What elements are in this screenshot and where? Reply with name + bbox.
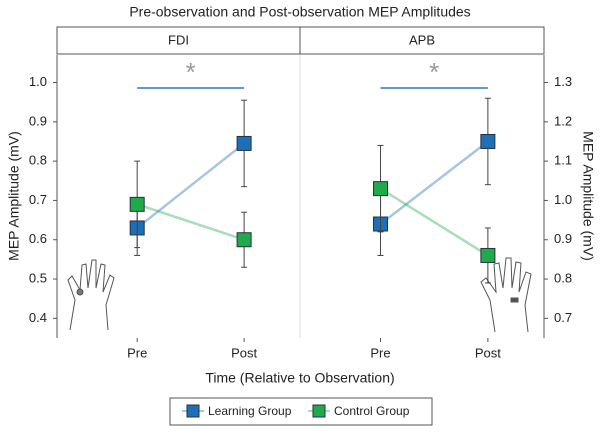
marker xyxy=(236,135,252,151)
y-tick-label: 0.4 xyxy=(29,310,47,325)
marker xyxy=(236,232,252,248)
panel-title: APB xyxy=(409,32,435,47)
marker xyxy=(129,196,145,212)
series-line xyxy=(136,142,245,229)
series-line xyxy=(379,140,489,226)
legend-marker xyxy=(312,404,326,418)
y2-tick-label: 0.8 xyxy=(554,270,572,285)
x-tick-label: Pre xyxy=(370,345,390,360)
legend-box xyxy=(169,397,433,426)
y2-tick-label: 1.0 xyxy=(554,192,572,207)
annotation: * xyxy=(429,57,439,87)
marker xyxy=(480,247,496,263)
hand-icon xyxy=(67,259,115,331)
y-tick-label: 0.7 xyxy=(29,192,47,207)
x-tick-label: Post xyxy=(475,345,501,360)
y2-tick-label: 1.2 xyxy=(554,113,572,128)
y-axis-label: MEP Amplitude (mV) xyxy=(6,131,22,261)
panel-header xyxy=(56,26,301,55)
chart-title: Pre-observation and Post-observation MEP… xyxy=(129,4,470,20)
series-line xyxy=(379,187,489,257)
legend-marker xyxy=(186,404,200,418)
y-tick-label: 1.0 xyxy=(29,74,47,89)
hand-icon xyxy=(480,257,532,333)
marker xyxy=(373,181,389,197)
y-tick-label: 0.6 xyxy=(29,231,47,246)
x-tick-label: Post xyxy=(231,345,257,360)
legend-label: Control Group xyxy=(334,404,410,418)
y-tick-label: 0.8 xyxy=(29,153,47,168)
legend-label: Learning Group xyxy=(208,404,292,418)
y2-tick-label: 0.9 xyxy=(554,231,572,246)
y2-tick-label: 1.1 xyxy=(554,153,572,168)
annotation: * xyxy=(186,57,196,87)
panel-header xyxy=(299,26,545,55)
y-tick-label: 0.5 xyxy=(29,270,47,285)
y-tick-label: 0.9 xyxy=(29,113,47,128)
marker xyxy=(480,133,496,149)
x-tick-label: Pre xyxy=(127,345,147,360)
series-line xyxy=(136,203,245,241)
panel-title: FDI xyxy=(168,32,189,47)
x-axis-label: Time (Relative to Observation) xyxy=(205,370,394,386)
y2-tick-label: 0.7 xyxy=(554,310,572,325)
y2-tick-label: 1.3 xyxy=(554,74,572,89)
y2-axis-label: MEP Amplitude (mV) xyxy=(580,131,596,261)
